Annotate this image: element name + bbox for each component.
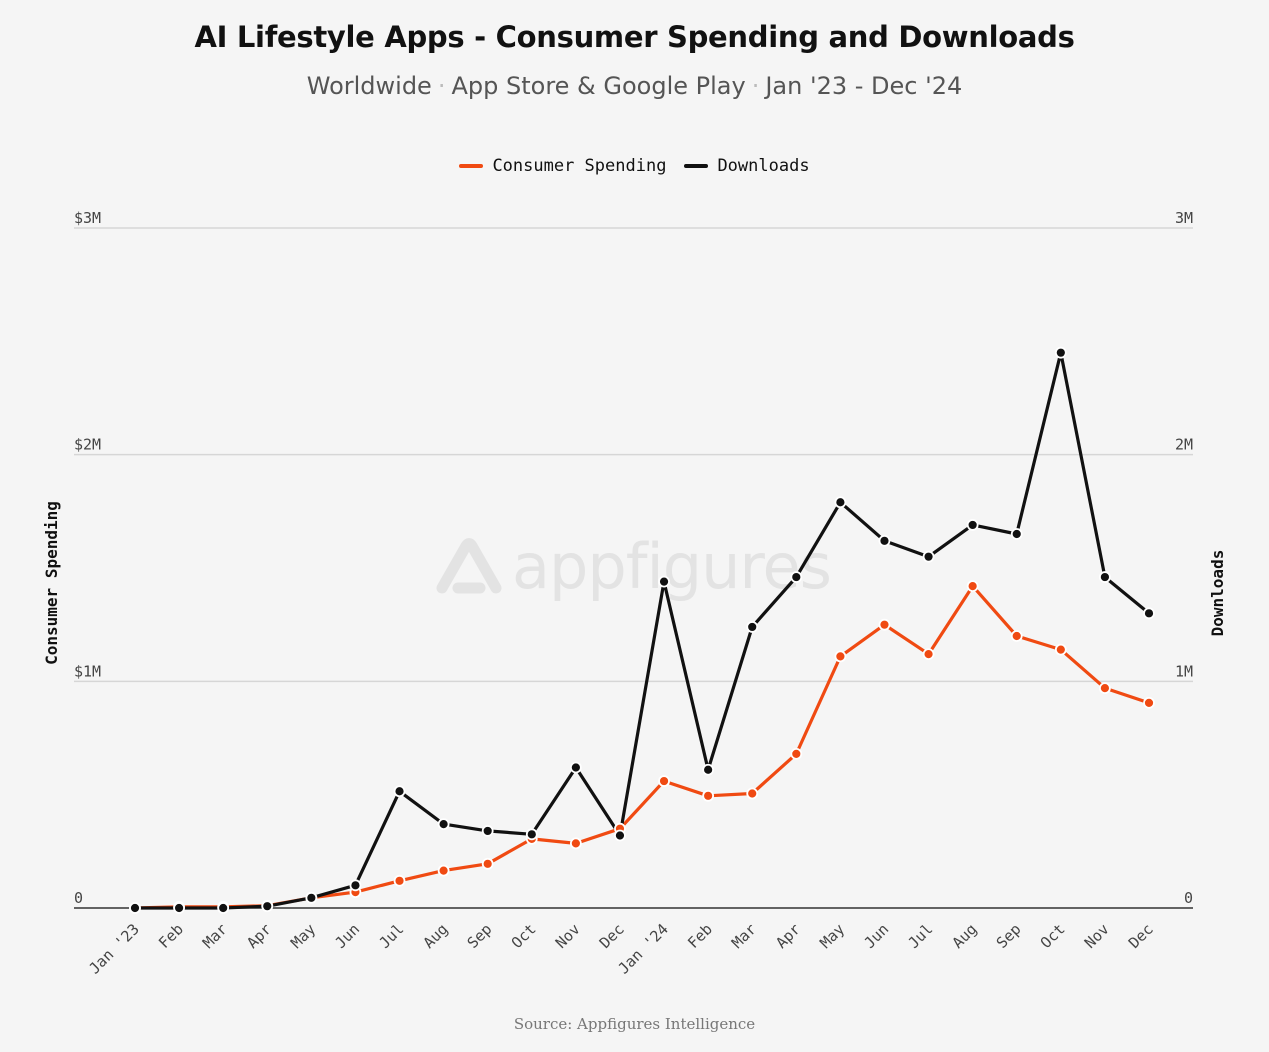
data-point-consumer-spending bbox=[393, 874, 406, 887]
data-point-downloads bbox=[217, 902, 230, 914]
data-point-downloads bbox=[878, 534, 891, 547]
y-left-tick-label: $2M bbox=[74, 436, 101, 454]
data-point-consumer-spending bbox=[1054, 643, 1067, 656]
data-point-downloads bbox=[1010, 528, 1023, 540]
data-point-consumer-spending bbox=[922, 648, 935, 661]
chart-title: AI Lifestyle Apps - Consumer Spending an… bbox=[194, 20, 1075, 54]
chart-source: Source: Appfigures Intelligence bbox=[513, 1015, 756, 1033]
x-tick-label: Aug bbox=[420, 920, 452, 952]
data-point-downloads bbox=[1143, 607, 1155, 620]
x-tick-label: Mar bbox=[728, 920, 760, 952]
y-right-tick-label: 2M bbox=[1175, 436, 1193, 454]
data-point-downloads bbox=[173, 902, 185, 914]
legend-swatch-downloads bbox=[684, 164, 709, 168]
data-point-downloads bbox=[614, 829, 626, 842]
data-point-downloads bbox=[129, 902, 141, 914]
x-tick-label: May bbox=[816, 920, 848, 952]
data-point-downloads bbox=[922, 550, 935, 563]
data-point-downloads bbox=[481, 825, 494, 837]
data-point-downloads bbox=[658, 575, 670, 588]
x-tick-label: Aug bbox=[949, 920, 981, 952]
subtitle-separator: · bbox=[751, 72, 760, 100]
x-tick-label: Nov bbox=[1081, 920, 1113, 952]
data-point-consumer-spending bbox=[1143, 696, 1155, 709]
y-left-tick-label: $1M bbox=[74, 662, 101, 680]
x-tick-label: Oct bbox=[1037, 920, 1069, 952]
x-tick-label: Sep bbox=[993, 920, 1025, 952]
data-point-consumer-spending bbox=[481, 857, 494, 870]
data-point-consumer-spending bbox=[1099, 682, 1111, 695]
data-point-consumer-spending bbox=[878, 618, 891, 631]
data-point-consumer-spending bbox=[834, 650, 847, 663]
data-point-downloads bbox=[349, 879, 362, 892]
data-point-downloads bbox=[746, 621, 759, 633]
y-right-axis-title: Downloads bbox=[1208, 550, 1227, 637]
x-tick-label: Jul bbox=[375, 920, 407, 952]
x-tick-label: Jun bbox=[331, 920, 363, 952]
watermark-text: appfigures bbox=[512, 530, 832, 603]
data-point-consumer-spending bbox=[1010, 630, 1023, 642]
data-point-consumer-spending bbox=[746, 787, 759, 800]
subtitle-period: Jan '23 - Dec '24 bbox=[765, 72, 963, 100]
data-point-consumer-spending bbox=[966, 580, 979, 593]
watermark: appfigures bbox=[436, 530, 832, 603]
data-point-downloads bbox=[702, 763, 715, 776]
x-tick-label: Feb bbox=[155, 920, 187, 952]
data-point-downloads bbox=[305, 891, 318, 904]
y-left-axis-title: Consumer Spending bbox=[42, 501, 61, 665]
x-tick-label: Feb bbox=[684, 920, 716, 952]
data-point-consumer-spending bbox=[790, 747, 803, 760]
legend-item-consumer-spending[interactable]: Consumer Spending bbox=[459, 156, 666, 176]
x-tick-label: Apr bbox=[772, 920, 804, 952]
series-line-consumer-spending bbox=[133, 584, 1151, 910]
data-point-downloads bbox=[569, 761, 582, 774]
data-point-downloads bbox=[1099, 571, 1111, 583]
chart-legend: Consumer Spending Downloads bbox=[0, 156, 1269, 176]
x-tick-label: Jan '23 bbox=[85, 920, 142, 977]
y-right-tick-label: 1M bbox=[1175, 662, 1193, 680]
legend-swatch-consumer-spending bbox=[459, 164, 484, 168]
x-tick-label: Apr bbox=[243, 920, 275, 952]
data-point-downloads bbox=[261, 900, 274, 913]
data-point-downloads bbox=[393, 785, 406, 798]
data-point-consumer-spending bbox=[437, 864, 450, 877]
data-point-downloads bbox=[834, 496, 847, 509]
y-right-tick-label: 0 bbox=[1184, 889, 1193, 907]
data-point-downloads bbox=[790, 571, 803, 583]
data-point-downloads bbox=[525, 828, 538, 841]
x-tick-label: Nov bbox=[552, 920, 584, 952]
x-tick-label: Dec bbox=[596, 920, 628, 952]
data-point-downloads bbox=[437, 818, 450, 831]
legend-label-consumer-spending: Consumer Spending bbox=[492, 156, 667, 176]
x-tick-label: Jul bbox=[905, 920, 937, 952]
subtitle-region: Worldwide bbox=[306, 72, 432, 100]
subtitle-separator: · bbox=[437, 72, 446, 100]
data-point-consumer-spending bbox=[702, 789, 715, 802]
series-line-downloads bbox=[133, 351, 1151, 910]
legend-label-downloads: Downloads bbox=[717, 156, 810, 176]
chart-subtitle: Worldwide · App Store & Google Play · Jan '2… bbox=[0, 72, 1269, 100]
x-tick-label: May bbox=[287, 920, 319, 952]
legend-item-downloads[interactable]: Downloads bbox=[684, 156, 810, 176]
data-point-downloads bbox=[1054, 346, 1067, 359]
x-tick-label: Mar bbox=[199, 920, 231, 952]
data-point-consumer-spending bbox=[658, 775, 670, 787]
x-tick-label: Oct bbox=[508, 920, 540, 952]
appfigures-logo-icon bbox=[436, 537, 502, 593]
data-point-downloads bbox=[966, 519, 979, 531]
x-tick-label: Dec bbox=[1125, 920, 1157, 952]
y-left-tick-label: 0 bbox=[74, 889, 83, 907]
data-point-consumer-spending bbox=[569, 837, 582, 850]
y-right-tick-label: 3M bbox=[1175, 209, 1193, 227]
y-left-tick-label: $3M bbox=[74, 209, 101, 227]
x-tick-label: Sep bbox=[464, 920, 496, 952]
subtitle-stores: App Store & Google Play bbox=[451, 72, 746, 100]
x-tick-label: Jun bbox=[860, 920, 892, 952]
